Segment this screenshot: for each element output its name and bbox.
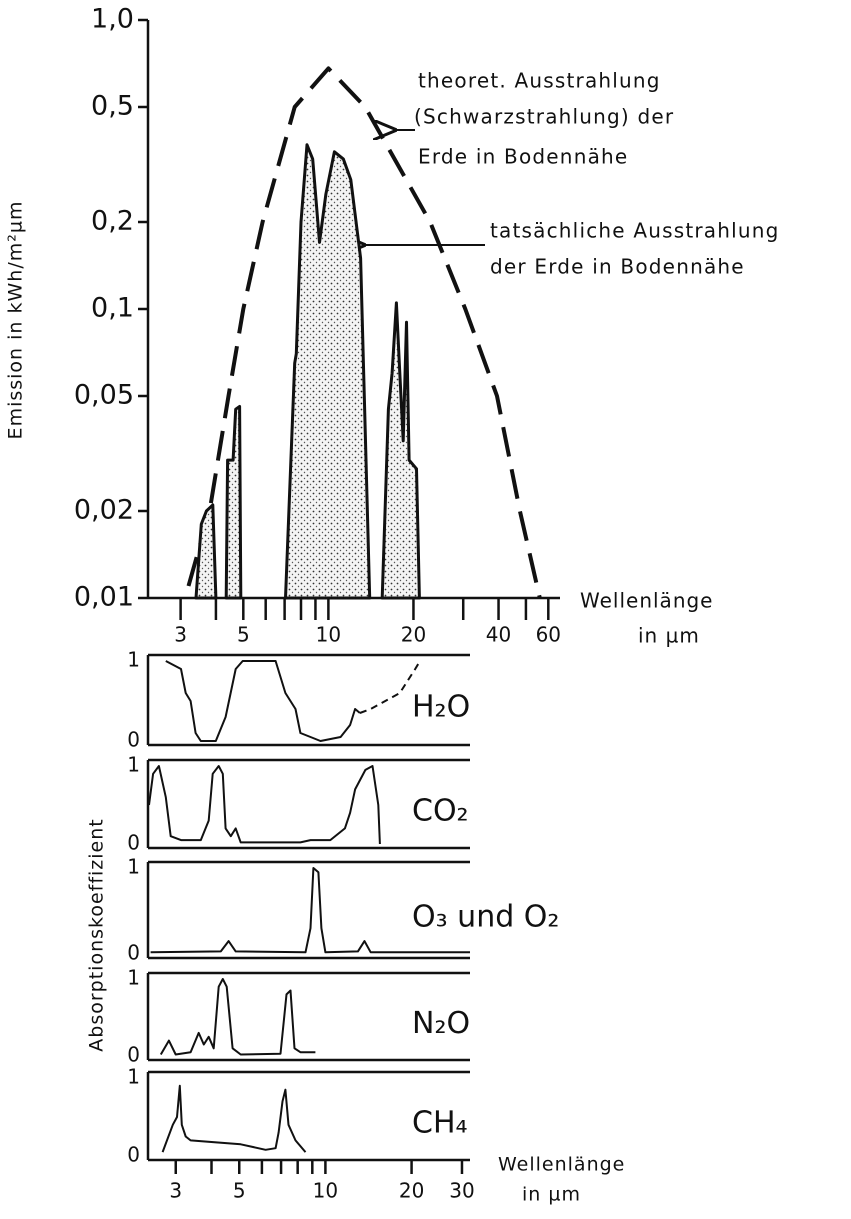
y-tick-label: 0,5 bbox=[91, 90, 134, 121]
panel-label: CO₂ bbox=[412, 794, 469, 829]
x-tick-label: 3 bbox=[174, 623, 187, 647]
y-tick-label: 0 bbox=[127, 941, 140, 965]
x-axis-label: in µm bbox=[522, 1184, 581, 1206]
actual-emission bbox=[194, 503, 218, 600]
y-axis-label: Emission in kWh/m²µm bbox=[5, 201, 27, 440]
y-tick-label: 0 bbox=[127, 831, 140, 855]
x-axis-label: Wellenlänge bbox=[580, 589, 714, 613]
x-tick-label: 3 bbox=[169, 1179, 182, 1203]
absorption-line bbox=[148, 765, 381, 845]
x-axis-label: in µm bbox=[638, 624, 700, 648]
y-axis-label: Absorptionskoeffizient bbox=[86, 818, 108, 1051]
annotation: theoret. Ausstrahlung bbox=[418, 69, 661, 93]
y-tick-label: 1 bbox=[127, 648, 140, 672]
absorption-line bbox=[161, 1084, 307, 1153]
x-tick-label: 10 bbox=[313, 1179, 338, 1203]
x-tick-label: 30 bbox=[449, 1179, 474, 1203]
y-tick-label: 1 bbox=[127, 855, 140, 879]
panel-label: H₂O bbox=[412, 690, 470, 725]
panel-label: N₂O bbox=[412, 1006, 470, 1041]
x-tick-label: 5 bbox=[237, 623, 250, 647]
panel-label: CH₄ bbox=[412, 1106, 468, 1141]
y-tick-label: 0,2 bbox=[91, 206, 134, 237]
y-tick-label: 0,1 bbox=[91, 293, 134, 324]
y-tick-label: 0 bbox=[127, 728, 140, 752]
x-tick-label: 60 bbox=[536, 623, 561, 647]
absorption-line bbox=[165, 660, 361, 742]
y-tick-label: 1 bbox=[127, 1065, 140, 1089]
actual-emission bbox=[224, 405, 243, 600]
y-tick-label: 1 bbox=[127, 966, 140, 990]
x-tick-label: 5 bbox=[233, 1179, 246, 1203]
annotation: Erde in Bodennähe bbox=[418, 145, 628, 169]
x-tick-label: 20 bbox=[399, 1179, 424, 1203]
annotation: (Schwarzstrahlung) der bbox=[414, 105, 674, 129]
panel-label: O₃ und O₂ bbox=[412, 900, 559, 935]
y-tick-label: 0,01 bbox=[74, 582, 134, 613]
actual-emission bbox=[380, 301, 421, 600]
annotation: tatsächliche Ausstrahlung bbox=[490, 219, 780, 243]
y-tick-label: 0 bbox=[127, 1143, 140, 1167]
x-tick-label: 10 bbox=[316, 623, 341, 647]
x-tick-label: 40 bbox=[486, 623, 511, 647]
y-tick-label: 0,02 bbox=[74, 495, 134, 526]
annotation: der Erde in Bodennähe bbox=[490, 255, 745, 279]
x-axis-label: Wellenlänge bbox=[498, 1154, 625, 1176]
y-tick-label: 0,05 bbox=[74, 379, 134, 410]
absorption-line bbox=[159, 978, 316, 1056]
absorption-line bbox=[359, 660, 421, 714]
absorption-line bbox=[150, 867, 470, 954]
y-tick-label: 0 bbox=[127, 1043, 140, 1067]
y-tick-label: 1 bbox=[127, 753, 140, 777]
actual-emission bbox=[284, 143, 372, 600]
x-tick-label: 20 bbox=[401, 623, 426, 647]
theoretical-emission bbox=[186, 66, 542, 599]
y-tick-label: 1,0 bbox=[91, 4, 134, 35]
